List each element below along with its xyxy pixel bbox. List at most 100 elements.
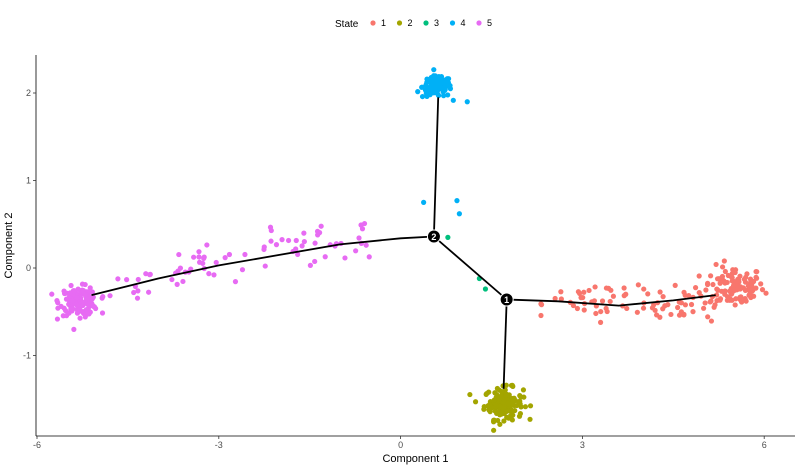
cell-point-state-2 <box>491 417 497 423</box>
cell-point-state-4 <box>428 81 434 87</box>
cell-point-state-4 <box>445 92 451 98</box>
cell-point-state-1 <box>703 287 709 293</box>
cell-point-state-1 <box>711 304 717 310</box>
cell-point-state-1 <box>742 296 748 302</box>
cell-point-state-2 <box>491 427 497 433</box>
cell-point-state-5 <box>312 258 318 265</box>
cell-point-state-5 <box>222 255 228 261</box>
cell-point-state-5 <box>147 272 153 278</box>
cell-point-state-5 <box>99 295 105 301</box>
cell-point-state-1 <box>690 309 696 315</box>
cell-point-state-5 <box>99 310 106 316</box>
cell-point-state-1 <box>581 307 587 313</box>
cell-point-state-1 <box>751 293 757 299</box>
cell-point-state-5 <box>49 291 55 297</box>
cell-point-state-1 <box>710 281 716 288</box>
legend: State 1 2 3 4 5 <box>335 18 492 30</box>
cell-point-state-5 <box>242 251 248 258</box>
cell-point-state-2 <box>506 415 512 421</box>
cell-point-state-5 <box>196 249 202 255</box>
cell-point-state-3 <box>445 234 451 240</box>
y-tick-label: 1 <box>26 176 31 186</box>
cell-point-state-5 <box>204 242 210 248</box>
cell-point-state-2 <box>497 403 503 410</box>
cell-point-state-1 <box>558 289 564 295</box>
trajectory-branch-2 <box>502 299 508 389</box>
cell-point-state-1 <box>651 302 657 308</box>
cell-point-state-4 <box>419 84 425 90</box>
y-tick-label: -1 <box>23 351 31 361</box>
cell-point-state-5 <box>69 298 75 304</box>
cell-point-state-2 <box>497 421 503 427</box>
cell-point-state-4 <box>431 67 437 73</box>
cell-point-state-2 <box>496 396 502 402</box>
cell-point-state-1 <box>738 298 745 304</box>
cell-point-state-1 <box>747 288 753 294</box>
cell-point-state-1 <box>728 273 734 279</box>
cell-point-state-5 <box>54 298 60 304</box>
cell-point-state-5 <box>58 303 64 309</box>
cell-point-state-4 <box>427 92 433 98</box>
cell-point-state-2 <box>499 410 505 416</box>
cell-point-state-2 <box>527 416 533 422</box>
x-tick-label: 0 <box>398 440 403 450</box>
cell-point-state-2 <box>510 412 516 418</box>
cell-point-state-4 <box>433 86 439 92</box>
cell-point-state-4 <box>442 85 448 91</box>
cell-point-state-1 <box>645 291 651 297</box>
cell-point-state-2 <box>494 385 500 392</box>
cell-point-state-1 <box>696 273 702 279</box>
cell-point-state-4 <box>421 199 427 205</box>
branch-points: 12 <box>426 229 514 307</box>
cell-point-state-1 <box>681 312 687 318</box>
cell-point-state-1 <box>641 286 647 292</box>
cell-point-state-5 <box>200 260 206 266</box>
cell-point-state-4 <box>454 198 460 204</box>
cell-point-state-1 <box>715 287 721 293</box>
cell-point-state-5 <box>131 289 137 296</box>
cell-point-state-1 <box>676 299 682 305</box>
cell-point-state-1 <box>742 279 749 285</box>
cell-point-state-1 <box>738 294 744 300</box>
cell-point-state-5 <box>67 290 73 296</box>
cell-point-state-1 <box>657 289 663 295</box>
cell-point-state-4 <box>464 99 470 105</box>
cell-point-state-5 <box>312 240 318 246</box>
legend-label-state-1: 1 <box>381 18 386 28</box>
cell-point-state-1 <box>682 292 688 298</box>
cell-point-state-5 <box>307 262 313 268</box>
cell-point-state-3 <box>482 286 489 292</box>
cell-point-state-1 <box>719 273 726 280</box>
branch-point-label: 2 <box>431 232 436 242</box>
cell-point-state-5 <box>267 224 274 230</box>
cell-point-state-1 <box>608 287 614 293</box>
cell-point-state-4 <box>423 82 429 88</box>
cell-point-state-1 <box>660 306 666 312</box>
cell-point-state-2 <box>510 383 516 389</box>
x-axis-title: Component 1 <box>382 453 448 465</box>
branch-point-marker <box>426 229 441 244</box>
cell-point-state-5 <box>115 276 121 282</box>
cell-point-state-5 <box>261 246 267 253</box>
cell-point-state-5 <box>211 272 217 278</box>
cell-point-state-4 <box>415 89 421 95</box>
cell-point-state-5 <box>359 226 366 232</box>
cell-point-state-1 <box>580 294 586 301</box>
cell-point-state-1 <box>657 314 663 320</box>
cell-point-state-1 <box>708 318 715 324</box>
trajectory-branch-5 <box>91 235 434 296</box>
cell-point-state-5 <box>356 235 362 241</box>
cell-point-state-1 <box>730 283 737 289</box>
cell-point-state-1 <box>759 287 766 293</box>
x-tick-label: 6 <box>762 440 767 450</box>
cell-point-state-1 <box>635 282 641 288</box>
cell-point-state-5 <box>61 288 67 294</box>
cell-point-state-2 <box>527 403 534 409</box>
cell-point-state-5 <box>206 271 212 277</box>
cell-point-state-1 <box>665 302 671 308</box>
cell-point-state-2 <box>485 403 491 409</box>
cell-point-state-5 <box>89 289 95 295</box>
cell-point-state-5 <box>82 281 88 288</box>
